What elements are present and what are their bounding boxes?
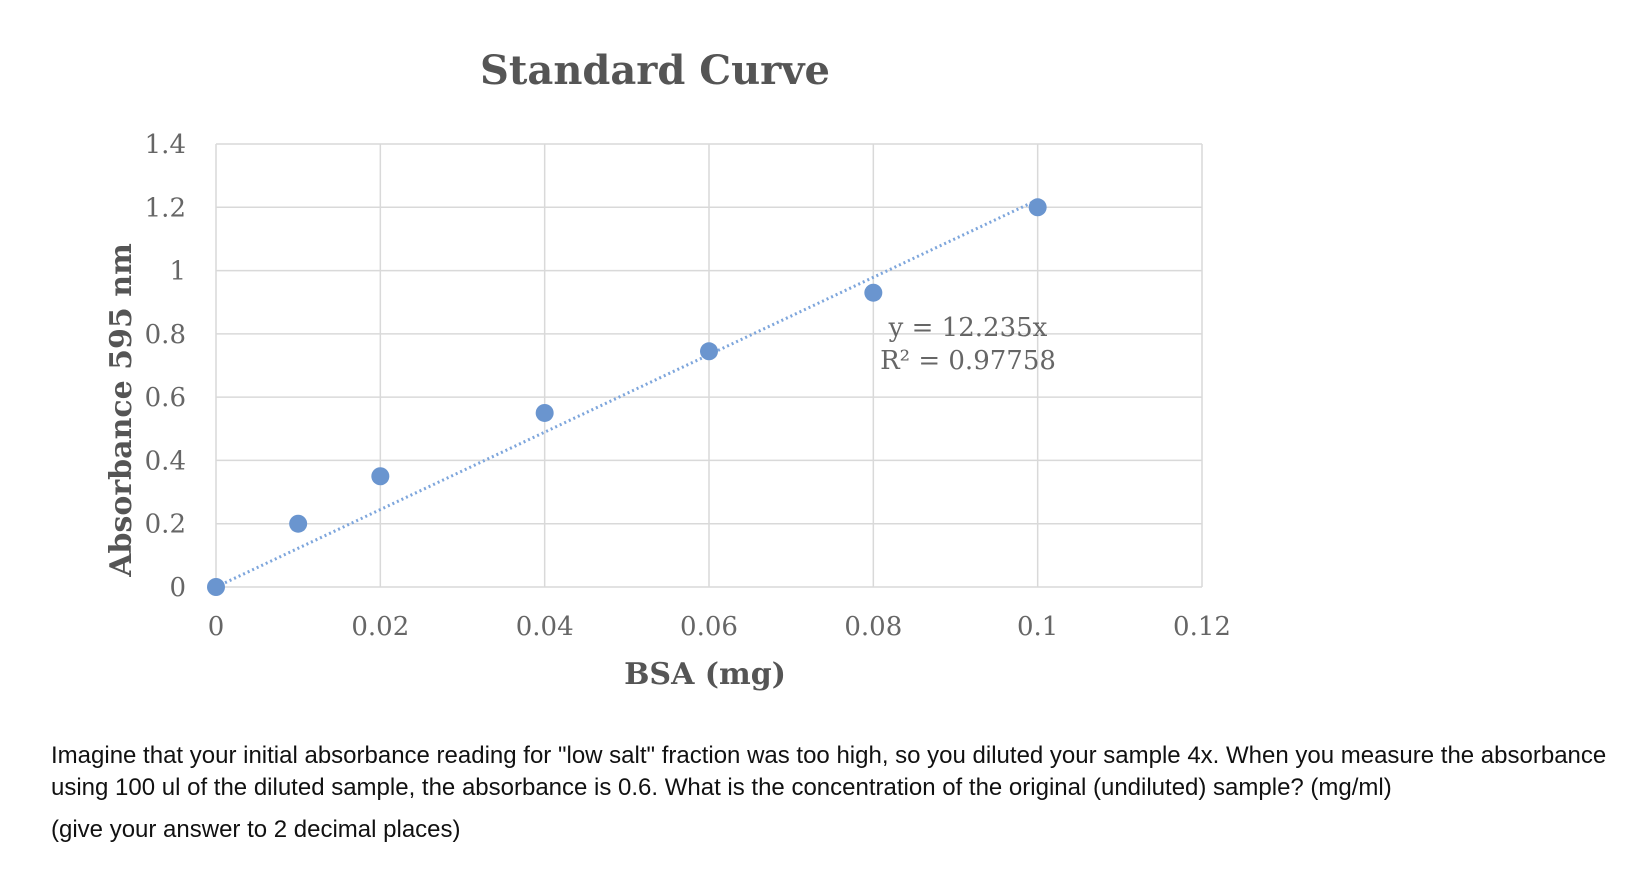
question-text: Imagine that your initial absorbance rea… xyxy=(51,742,1607,801)
trendline-equation: y = 12.235x xyxy=(888,313,1048,343)
x-tick-label: 0.12 xyxy=(1173,612,1231,642)
x-axis-label: BSA (mg) xyxy=(624,657,786,692)
x-tick-label: 0 xyxy=(208,612,225,642)
trendline xyxy=(215,198,1039,589)
x-tick-label: 0.04 xyxy=(516,612,574,642)
data-point xyxy=(535,403,554,422)
y-tick-label: 0.2 xyxy=(145,510,186,540)
y-tick-label: 0.8 xyxy=(145,320,186,350)
data-point xyxy=(207,578,225,596)
data-point xyxy=(864,283,883,302)
y-tick-labels: 0 0.2 0.4 0.6 0.8 1 1.2 1.4 xyxy=(145,130,186,603)
x-tick-label: 0.06 xyxy=(680,612,738,642)
y-tick-label: 0.4 xyxy=(145,446,186,476)
data-point xyxy=(700,342,718,361)
question-note: (give your answer to 2 decimal places) xyxy=(51,816,461,843)
trendline-line xyxy=(215,198,1039,589)
data-point xyxy=(289,514,308,533)
x-tick-labels: 0 0.02 0.04 0.06 0.08 0.1 0.12 xyxy=(208,612,1231,642)
y-tick-label: 1.4 xyxy=(145,130,186,160)
standard-curve-chart: Standard Curve 0 0.02 0.04 0.06 0.08 0.1 0.12 … xyxy=(104,47,1231,692)
trendline-r-squared: R² = 0.97758 xyxy=(880,346,1056,376)
y-axis-label: Absorbance 595 nm xyxy=(104,243,139,578)
data-point xyxy=(1028,198,1047,217)
x-tick-label: 0.02 xyxy=(351,612,409,642)
y-tick-label: 1 xyxy=(169,257,186,287)
x-tick-label: 0.08 xyxy=(844,612,902,642)
y-tick-label: 0 xyxy=(169,573,186,603)
y-tick-label: 1.2 xyxy=(145,193,186,223)
x-tick-label: 0.1 xyxy=(1017,612,1058,642)
data-points xyxy=(207,198,1047,596)
chart-title: Standard Curve xyxy=(480,47,830,94)
y-tick-label: 0.6 xyxy=(145,383,186,413)
data-point xyxy=(371,467,390,486)
question-block: Imagine that your initial absorbance rea… xyxy=(51,740,1631,846)
